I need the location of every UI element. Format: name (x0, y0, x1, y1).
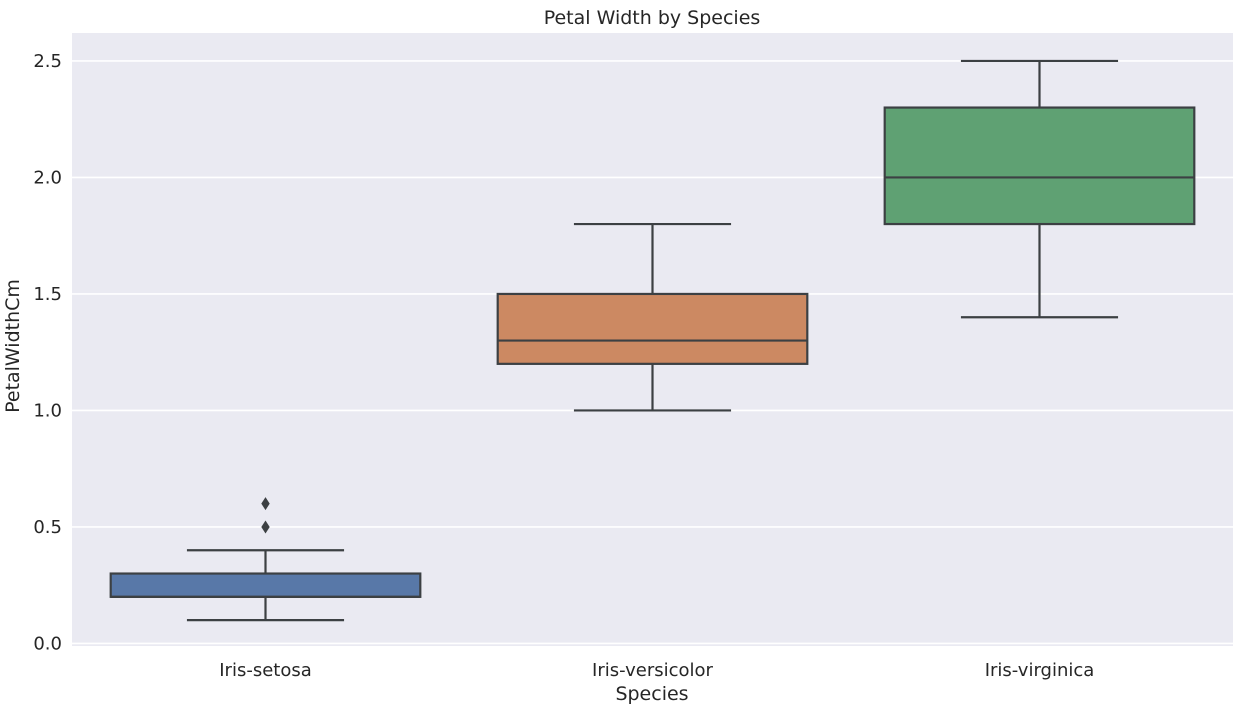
x-tick-label: Iris-versicolor (592, 660, 714, 681)
y-tick-label: 1.5 (33, 284, 62, 305)
iqr-box (883, 106, 1196, 226)
y-axis-label: PetalWidthCm (2, 279, 24, 413)
boxes (109, 59, 1196, 622)
y-tick-label: 2.0 (33, 167, 62, 188)
outlier-point (261, 497, 270, 511)
x-tick-label: Iris-virginica (985, 660, 1095, 681)
y-tick-label: 0.5 (33, 517, 62, 538)
x-tick-label: Iris-setosa (219, 660, 312, 681)
iqr-box (109, 572, 422, 598)
box-iris-virginica (883, 59, 1196, 319)
outlier-point (261, 520, 270, 534)
box-iris-setosa (109, 497, 422, 622)
x-axis-label: Species (615, 683, 688, 705)
y-tick-label: 0.0 (33, 633, 62, 654)
box-iris-versicolor (496, 222, 809, 412)
y-axis-tick-labels: 0.0 0.5 1.0 1.5 2.0 2.5 (33, 51, 62, 654)
chart-title: Petal Width by Species (544, 7, 761, 29)
y-tick-label: 2.5 (33, 51, 62, 72)
y-tick-label: 1.0 (33, 400, 62, 421)
x-axis-tick-labels: Iris-setosa Iris-versicolor Iris-virginica (219, 660, 1094, 681)
iqr-box (496, 292, 809, 365)
